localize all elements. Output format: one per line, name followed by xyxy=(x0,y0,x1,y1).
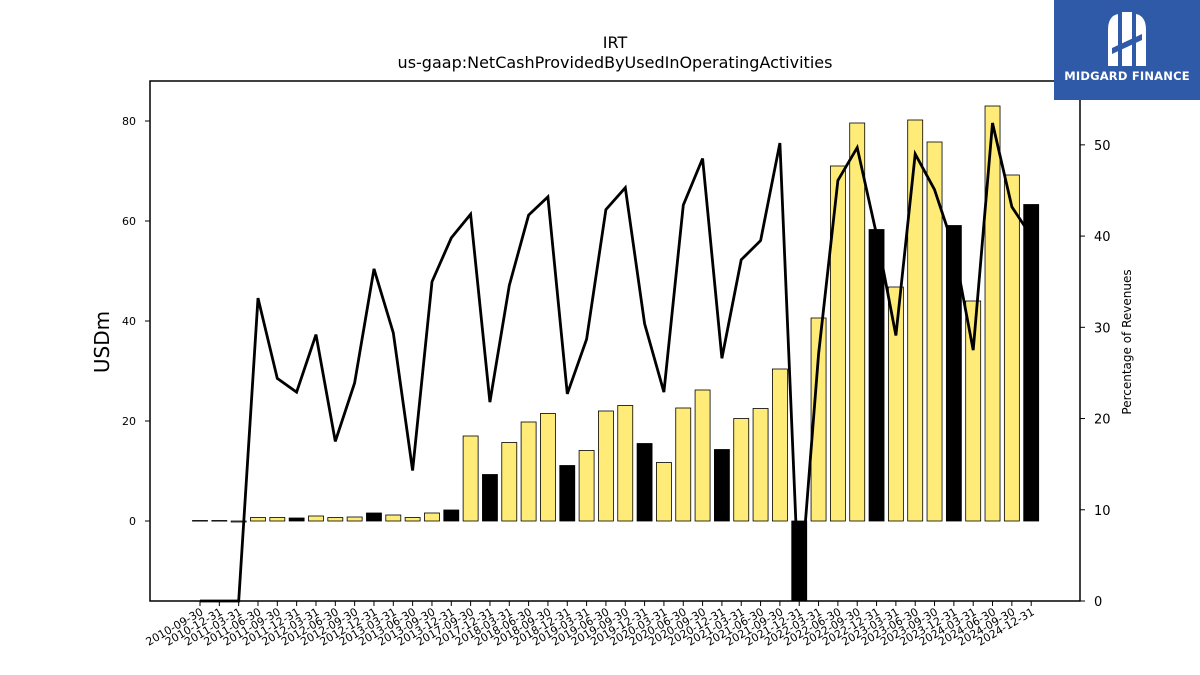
bar-2020-06-30 xyxy=(675,407,692,522)
bar-2021-03-31 xyxy=(733,418,750,522)
bar-2019-12-31 xyxy=(636,443,653,522)
bar-2011-09-30 xyxy=(269,517,286,522)
brand-name: MIDGARD FINANCE xyxy=(1064,69,1190,83)
bar-2024-03-31 xyxy=(965,300,982,522)
y-tick-label: 20 xyxy=(122,415,136,428)
bar-2012-03-31 xyxy=(308,515,324,522)
bar-2019-03-31 xyxy=(578,450,595,522)
midgard-logo-icon xyxy=(1108,12,1146,66)
chart-subtitle: us-gaap:NetCashProvidedByUsedInOperating… xyxy=(398,53,833,72)
bar-2023-06-30 xyxy=(907,119,924,522)
plot-frame xyxy=(149,80,1081,602)
y-tick-label: 40 xyxy=(122,315,136,328)
bar-2013-09-30 xyxy=(424,512,440,522)
brand-logo: MIDGARD FINANCE xyxy=(1054,0,1200,100)
y2-tick-label: 0 xyxy=(1094,595,1102,610)
bar-2022-03-31 xyxy=(810,317,827,522)
bar-2023-09-30 xyxy=(926,141,943,522)
bar-2010-09-30 xyxy=(192,520,208,522)
bar-2013-12-31 xyxy=(443,509,460,522)
bar-2011-12-31 xyxy=(288,517,305,522)
y-axis-ticks: 0 20 40 60 80 xyxy=(122,115,150,528)
bar-2022-12-31 xyxy=(868,229,885,522)
bar-2022-06-30 xyxy=(829,165,846,522)
y-axis-label: USDm xyxy=(90,311,114,373)
y-tick-label: 0 xyxy=(129,515,136,528)
line-series xyxy=(200,122,1033,603)
y2-axis-ticks: 0 10 20 30 40 50 xyxy=(1080,139,1111,610)
y-tick-label: 60 xyxy=(122,215,136,228)
chart-title: IRT xyxy=(603,33,628,52)
bar-2021-06-30 xyxy=(752,408,769,522)
y2-tick-label: 10 xyxy=(1094,504,1111,519)
bar-2012-06-30 xyxy=(327,517,344,522)
bar-2024-12-31 xyxy=(1023,204,1040,522)
bar-2012-09-30 xyxy=(346,516,363,522)
bar-2018-12-31 xyxy=(559,465,576,522)
bar-2024-06-30 xyxy=(984,105,1001,522)
bar-2018-09-30 xyxy=(540,413,556,522)
bar-2010-12-31 xyxy=(211,520,228,522)
y-tick-label: 80 xyxy=(122,115,136,128)
bar-2017-09-30 xyxy=(462,435,479,522)
bar-2011-06-30 xyxy=(250,517,266,522)
bar-2020-09-30 xyxy=(694,389,711,522)
y2-tick-label: 30 xyxy=(1094,321,1111,336)
bar-2023-12-31 xyxy=(945,225,962,522)
y2-tick-label: 50 xyxy=(1094,139,1111,154)
bar-2024-09-30 xyxy=(1003,174,1020,522)
bar-2019-09-30 xyxy=(617,405,634,522)
bar-2019-06-30 xyxy=(598,410,614,522)
bar-2023-03-31 xyxy=(887,286,904,522)
bar-2011-03-31 xyxy=(230,520,247,523)
bar-2017-12-31 xyxy=(482,474,498,522)
y2-tick-label: 20 xyxy=(1094,413,1111,428)
bar-2022-09-30 xyxy=(849,122,866,522)
bar-2020-12-31 xyxy=(714,449,730,522)
y2-tick-label: 40 xyxy=(1094,230,1111,245)
bar-2013-03-31 xyxy=(385,514,402,522)
x-axis-ticks: 2010-09-302010-12-312011-03-312011-06-30… xyxy=(144,601,1037,649)
bar-2018-06-30 xyxy=(520,421,537,522)
bar-2012-12-31 xyxy=(366,512,382,522)
bar-2021-09-30 xyxy=(772,368,788,522)
bar-2020-03-31 xyxy=(656,462,672,522)
bar-2013-06-30 xyxy=(404,517,421,522)
y2-axis-label: Percentage of Revenues xyxy=(1120,269,1134,414)
bar-series xyxy=(192,105,1040,602)
bar-2018-03-31 xyxy=(501,442,518,522)
percentage-line xyxy=(200,122,1033,603)
